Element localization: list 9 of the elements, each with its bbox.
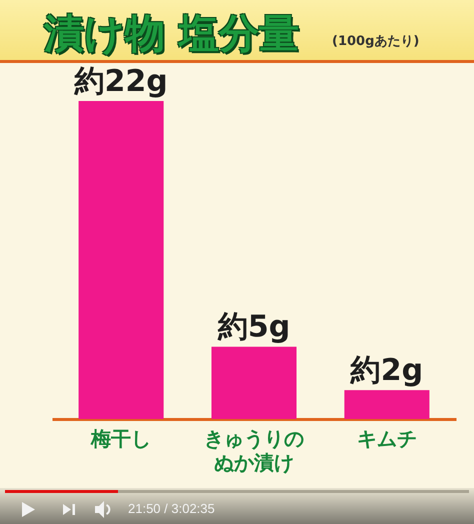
- x-tick-label: 梅干し: [90, 426, 152, 450]
- data-label: 約5g: [216, 310, 290, 345]
- data-label: 約2g: [350, 353, 424, 388]
- text: 21:50 / 3:02:35: [128, 501, 215, 517]
- data-label: 約22g: [73, 64, 168, 99]
- x-tick-label: キムチ: [356, 426, 417, 450]
- chart-subtitle: (100gあたり): [332, 34, 420, 50]
- x-tick-label: きゅうりのぬか漬け: [204, 426, 304, 474]
- chart-title: 漬け物 塩分量: [44, 11, 299, 57]
